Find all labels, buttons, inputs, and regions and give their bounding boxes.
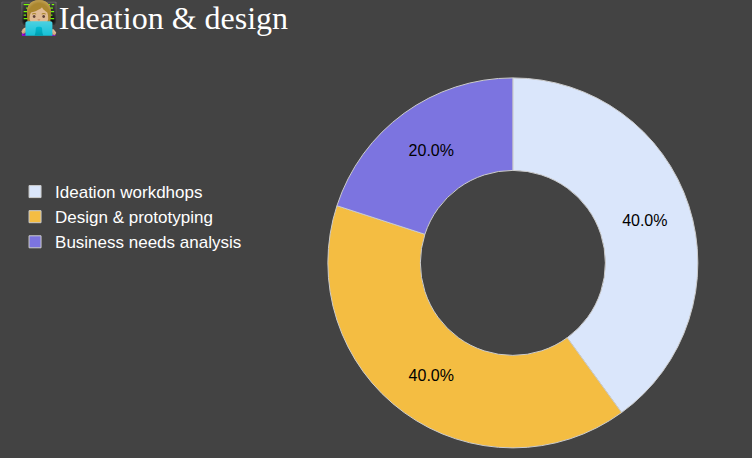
svg-text:40.0%: 40.0% <box>622 212 667 229</box>
svg-text:👩🏼‍💻Ideation & design: 👩🏼‍💻Ideation & design <box>19 0 288 36</box>
svg-text:Design & prototyping: Design & prototyping <box>55 208 213 227</box>
svg-text:20.0%: 20.0% <box>409 142 454 159</box>
svg-text:Ideation workdhops: Ideation workdhops <box>55 183 202 202</box>
svg-text:Business needs analysis: Business needs analysis <box>55 233 241 252</box>
svg-text:40.0%: 40.0% <box>409 367 454 384</box>
